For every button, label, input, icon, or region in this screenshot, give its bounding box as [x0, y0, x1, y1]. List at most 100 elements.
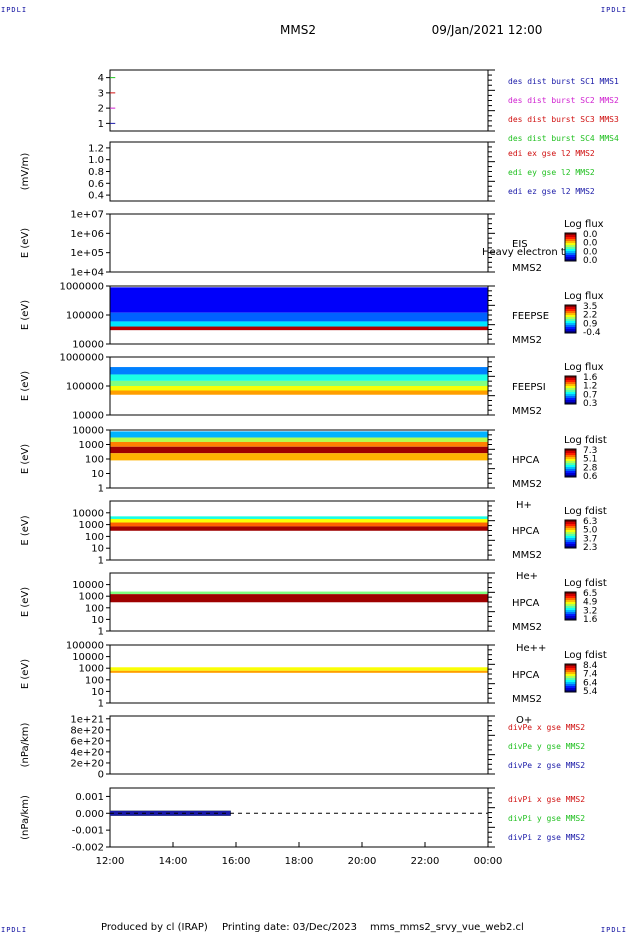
- y-tick-label: 1: [98, 556, 104, 567]
- colorbar-cell: [565, 682, 576, 685]
- spectrogram-band: [110, 437, 488, 442]
- colorbar-title: Log fdist: [564, 435, 607, 446]
- colorbar-cell: [565, 325, 576, 328]
- colorbar-cell: [565, 538, 576, 541]
- panel-edi-e-field: 0.40.60.81.01.2 (mV/m) edi ex gse l2 MMS2 e…: [20, 141, 595, 202]
- spacecraft-label: MMS2: [512, 335, 542, 346]
- y-axis-label: E (eV): [20, 300, 31, 330]
- y-tick-label: 100: [85, 675, 104, 686]
- colorbar-tick-label: 2.3: [583, 543, 597, 553]
- colorbar-cell: [565, 255, 576, 258]
- y-tick-label: 100000: [66, 311, 104, 322]
- colorbar-tick-label: 0.9: [583, 319, 598, 329]
- spectrogram-band: [110, 431, 488, 438]
- footer-printing-date: Printing date: 03/Dec/2023: [222, 922, 357, 933]
- colorbar-cell: [565, 612, 576, 615]
- y-tick-label: 3: [98, 88, 104, 99]
- corner-label-top-right: IPDLI: [600, 6, 627, 14]
- spacecraft-label: MMS2: [512, 263, 542, 274]
- colorbar-tick-label: 0.7: [583, 390, 597, 400]
- colorbar-cell: [565, 598, 576, 601]
- colorbar-cell: [565, 253, 576, 256]
- legend-entry: edi ey gse l2 MMS2: [508, 168, 595, 177]
- spectrogram-band: [110, 453, 488, 461]
- colorbar-cell: [565, 540, 576, 543]
- x-tick-label: 00:00: [474, 856, 503, 867]
- colorbar-frame: [564, 591, 577, 621]
- colorbar-frame: [564, 232, 577, 262]
- footer-script-name: mms_mms2_srvy_vue_web2.cl: [370, 922, 524, 933]
- spectrogram-band: [110, 518, 488, 523]
- y-tick-label: 1: [98, 484, 104, 495]
- colorbar-cell: [565, 249, 576, 252]
- colorbar-tick-label: 7.4: [583, 670, 598, 680]
- colorbar-tick-label: -0.4: [583, 328, 601, 338]
- y-tick-label: 100000: [66, 382, 104, 393]
- y-tick-label: 0.000: [75, 809, 104, 820]
- instrument-label: HPCA: [512, 670, 540, 681]
- y-axis-label: E (eV): [20, 228, 31, 258]
- y-tick-label: 6e+20: [70, 736, 104, 747]
- spectrogram-band: [110, 367, 488, 375]
- y-tick-label: 10: [91, 544, 104, 555]
- colorbar-cell: [565, 305, 576, 308]
- colorbar-cell: [565, 384, 576, 387]
- colorbar-tick-label: 5.1: [583, 455, 597, 465]
- colorbar-cell: [565, 311, 576, 314]
- legend-entry: divPe z gse MMS2: [508, 761, 585, 770]
- colorbar-cell: [565, 400, 576, 403]
- colorbar-cell: [565, 664, 576, 667]
- colorbar-cell: [565, 471, 576, 474]
- panel-frame: [109, 69, 489, 132]
- colorbar-tick-label: 8.4: [583, 661, 598, 671]
- y-tick-label: 1.0: [88, 155, 104, 166]
- colorbar-cell: [565, 596, 576, 599]
- y-tick-label: 100: [85, 603, 104, 614]
- colorbar-cell: [565, 473, 576, 476]
- colorbar-tick-label: 3.7: [583, 534, 597, 544]
- colorbar-cell: [565, 600, 576, 603]
- y-tick-label: 1000000: [59, 353, 104, 364]
- colorbar-frame: [564, 663, 577, 693]
- y-axis-label: (mV/m): [20, 153, 31, 191]
- colorbar-cell: [565, 451, 576, 454]
- colorbar-cell: [565, 616, 576, 619]
- spectrogram-background: [110, 645, 488, 703]
- y-tick-label: 10: [91, 615, 104, 626]
- panel-eis: 1e+04 1e+05 1e+06 1e+07 E (eV) EIS MMS2 Heavy e…: [20, 210, 604, 279]
- colorbar-cell: [565, 544, 576, 547]
- colorbar-tick-label: 0.0: [583, 230, 598, 240]
- colorbar-tick-label: 6.3: [583, 517, 597, 527]
- colorbar-tick-label: 6.5: [583, 589, 597, 599]
- colorbar-cell: [565, 592, 576, 595]
- y-axis-label: E (eV): [20, 659, 31, 689]
- y-tick-label: 1000: [79, 664, 104, 675]
- colorbar-cell: [565, 610, 576, 613]
- instrument-label: FEEPSI: [512, 382, 546, 393]
- colorbar-cell: [565, 457, 576, 460]
- x-tick-label: 22:00: [411, 856, 440, 867]
- colorbar-cell: [565, 398, 576, 401]
- spectrogram-band: [110, 516, 488, 519]
- y-tick-label: 4: [98, 73, 104, 84]
- x-tick-label: 20:00: [348, 856, 377, 867]
- colorbar-cell: [565, 245, 576, 248]
- colorbar-cell: [565, 524, 576, 527]
- colorbar-title: Log flux: [564, 219, 604, 230]
- colorbar-cell: [565, 532, 576, 535]
- legend-entry: des dist burst SC4 MMS4: [508, 134, 619, 143]
- colorbar-cell: [565, 680, 576, 683]
- x-tick-label: 18:00: [285, 856, 314, 867]
- y-tick-label: 0.4: [88, 191, 104, 202]
- colorbar-cell: [565, 243, 576, 246]
- y-tick-label: 10000: [72, 411, 104, 422]
- colorbar-tick-label: 0.0: [583, 256, 598, 266]
- panel-feeps-e: 10000 100000 1000000 E (eV) FEEPSE MMS2 Log fl…: [20, 282, 604, 351]
- colorbar-cell: [565, 386, 576, 389]
- colorbar-cell: [565, 307, 576, 310]
- instrument-label: HPCA: [512, 526, 540, 537]
- colorbar-cell: [565, 247, 576, 250]
